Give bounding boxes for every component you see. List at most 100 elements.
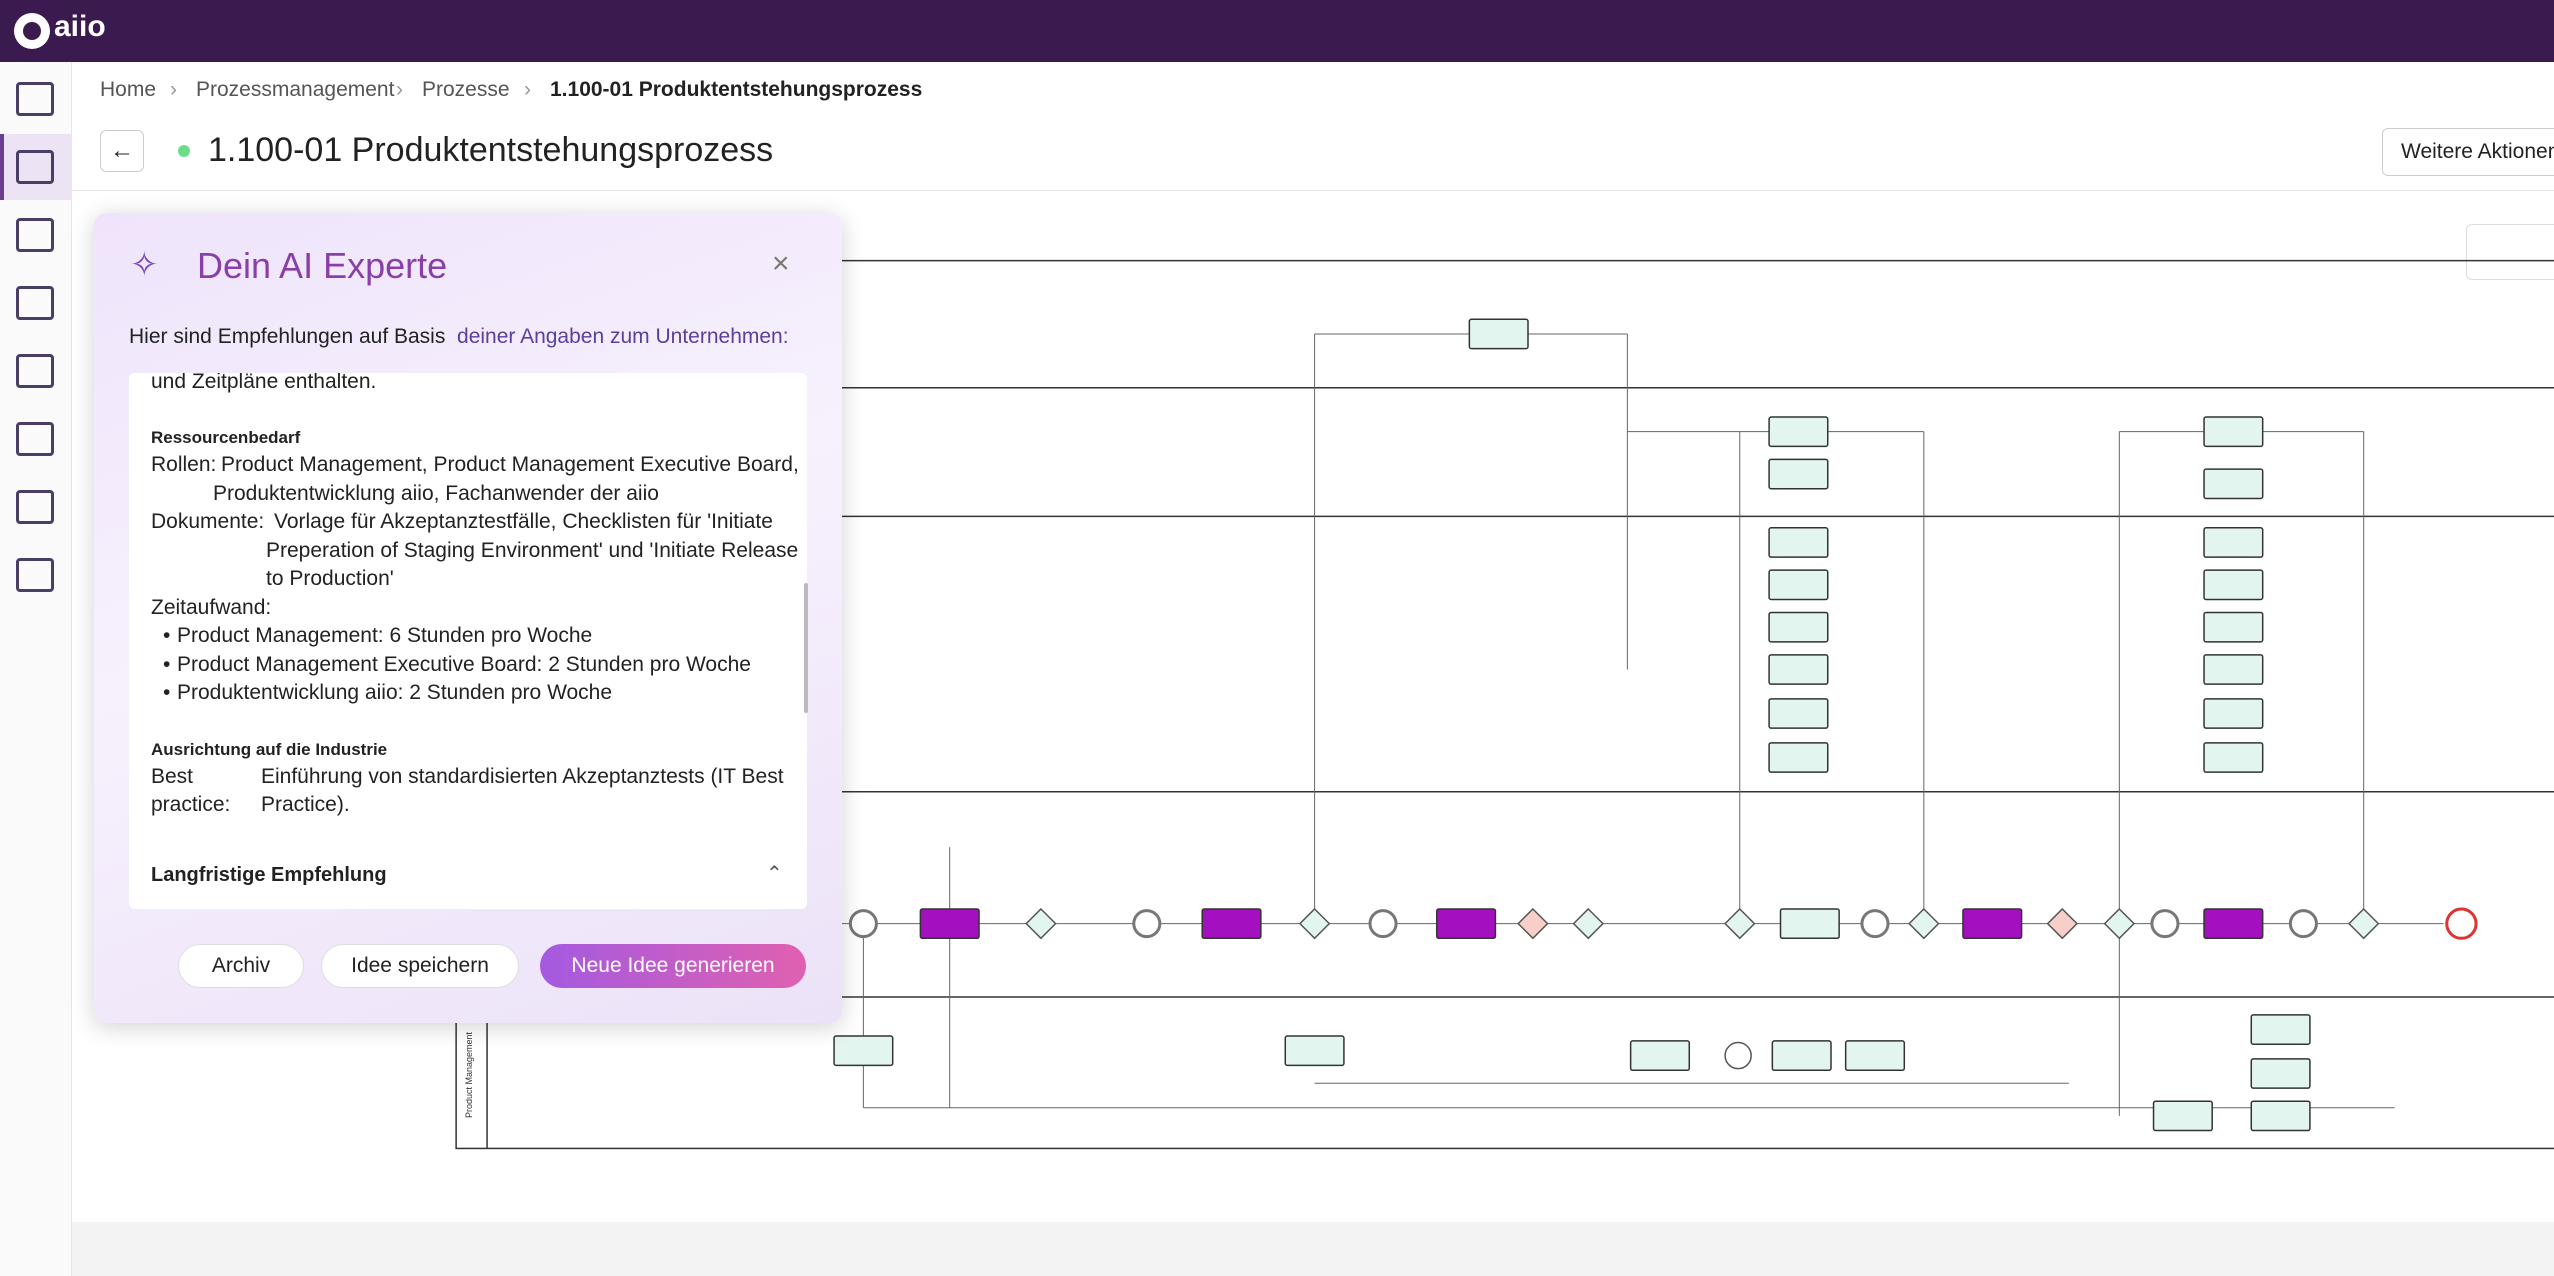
task bbox=[2203, 698, 2264, 729]
nav-process[interactable] bbox=[16, 150, 54, 184]
content-label: Dokumente: bbox=[151, 510, 265, 533]
button-label: Idee speichern bbox=[351, 954, 489, 977]
nav-company[interactable] bbox=[16, 490, 54, 524]
task bbox=[1844, 1040, 1906, 1072]
content-line: to Production' bbox=[266, 567, 394, 590]
task bbox=[1768, 458, 1829, 490]
gateway-exclusive bbox=[2046, 907, 2079, 940]
gateway bbox=[1025, 907, 1057, 940]
task bbox=[1768, 654, 1829, 685]
content-label: practice: bbox=[151, 793, 231, 816]
nav-compliance[interactable] bbox=[16, 422, 54, 456]
content-label: Rollen: bbox=[151, 453, 217, 476]
task bbox=[1768, 416, 1829, 448]
scrollbar[interactable] bbox=[804, 583, 808, 713]
collapse-icon[interactable]: ⌃ bbox=[766, 863, 783, 885]
logo-text[interactable]: aiio bbox=[54, 10, 106, 43]
intro-link[interactable]: deiner Angaben zum Unternehmen: bbox=[457, 325, 789, 348]
archive-button[interactable]: Archiv bbox=[178, 944, 304, 988]
content-line: Produktentwicklung aiio, Fachanwender de… bbox=[213, 481, 659, 505]
page-title: 1.100-01 Produktentstehungsprozess bbox=[208, 131, 774, 169]
timer-event bbox=[1860, 909, 1890, 939]
timer-event bbox=[2150, 909, 2180, 939]
ai-panel: ✧ Dein AI Experte × Hier sind Empfehlung… bbox=[94, 213, 842, 1023]
generate-button[interactable]: Neue Idee generieren bbox=[540, 944, 806, 988]
section-header[interactable]: Langfristige Empfehlung bbox=[151, 864, 387, 886]
content-heading: Ausrichtung auf die Industrie bbox=[151, 739, 388, 759]
save-button[interactable]: Idee speichern bbox=[321, 944, 519, 988]
task bbox=[1768, 611, 1829, 643]
task bbox=[2203, 742, 2264, 773]
task bbox=[2250, 1014, 2311, 1045]
gateway bbox=[1724, 907, 1756, 940]
sidebar bbox=[0, 62, 72, 1276]
intro-text: Hier sind Empfehlungen auf Basis bbox=[129, 325, 446, 348]
task bbox=[1468, 318, 1529, 350]
task-highlight bbox=[1436, 908, 1497, 940]
task bbox=[2203, 611, 2264, 643]
content-line: Produktentwicklung aiio: 2 Stunden pro W… bbox=[177, 681, 613, 704]
panel-title: Dein AI Experte bbox=[197, 245, 448, 286]
task bbox=[833, 1035, 894, 1067]
content-line: Preperation of Staging Environment' und … bbox=[266, 538, 799, 562]
status-dot bbox=[178, 145, 190, 157]
task bbox=[1768, 569, 1829, 601]
gateway bbox=[1908, 907, 1940, 940]
divider bbox=[72, 190, 2554, 191]
task-highlight bbox=[2203, 908, 2264, 940]
task bbox=[2152, 1100, 2213, 1132]
gateway bbox=[2103, 907, 2136, 940]
gateway-exclusive bbox=[1517, 907, 1549, 940]
task bbox=[2203, 569, 2264, 601]
task bbox=[1768, 527, 1829, 558]
button-label: Archiv bbox=[211, 954, 271, 977]
content-line: Product Management, Product Management E… bbox=[221, 453, 799, 476]
task-highlight bbox=[1201, 908, 1262, 940]
task bbox=[1768, 742, 1829, 773]
content-label: Zeitaufwand: bbox=[151, 595, 272, 619]
content-line: Vorlage für Akzeptanztestfälle, Checklis… bbox=[274, 510, 773, 533]
recommendation-content: und Zeitpläne enthalten. Ressourcenbedarf… bbox=[129, 373, 807, 909]
breadcrumb-item: Prozessmanagement bbox=[196, 78, 395, 101]
task-highlight bbox=[1962, 908, 2023, 940]
timer-event bbox=[1368, 909, 1398, 939]
panel-intro: Hier sind Empfehlungen auf Basis deiner … bbox=[129, 325, 789, 349]
nav-org[interactable] bbox=[16, 218, 54, 252]
bullet: • bbox=[163, 681, 171, 704]
back-button[interactable]: ← bbox=[100, 130, 144, 172]
breadcrumb-item: Prozesse bbox=[422, 78, 510, 101]
content-heading: Ressourcenbedarf bbox=[151, 428, 301, 447]
content-label: Best bbox=[151, 764, 194, 788]
breadcrumb-sep: › bbox=[170, 78, 177, 101]
task bbox=[2203, 527, 2264, 558]
nav-list[interactable] bbox=[16, 558, 54, 592]
nav-documents[interactable] bbox=[16, 354, 54, 388]
end-event bbox=[2445, 907, 2478, 940]
button-label: Neue Idee generieren bbox=[571, 954, 775, 977]
more-actions[interactable]: Weitere Aktionen bbox=[2382, 128, 2554, 176]
sparkle-icon: ✧ bbox=[130, 246, 159, 284]
nav-dashboard[interactable] bbox=[16, 82, 54, 116]
close-button[interactable]: × bbox=[772, 247, 790, 280]
content-line: Product Management Executive Board: 2 St… bbox=[177, 652, 751, 676]
task bbox=[2250, 1100, 2311, 1132]
nav-roles[interactable] bbox=[16, 286, 54, 320]
timer-event bbox=[848, 909, 878, 939]
task bbox=[1629, 1040, 1691, 1072]
task bbox=[1284, 1035, 1345, 1067]
diagram-tools[interactable] bbox=[2466, 224, 2554, 280]
bullet: • bbox=[163, 624, 171, 647]
sidebar-active bbox=[0, 134, 72, 200]
logo-icon bbox=[14, 13, 50, 49]
task-highlight bbox=[919, 908, 980, 940]
breadcrumb-sep: › bbox=[396, 78, 403, 101]
task bbox=[2250, 1058, 2311, 1089]
task bbox=[2203, 654, 2264, 685]
breadcrumb-item: 1.100-01 Produktentstehungsprozess bbox=[550, 78, 923, 101]
task bbox=[2203, 468, 2264, 500]
timer-event bbox=[1132, 909, 1162, 939]
breadcrumb-item: Home bbox=[100, 78, 157, 101]
